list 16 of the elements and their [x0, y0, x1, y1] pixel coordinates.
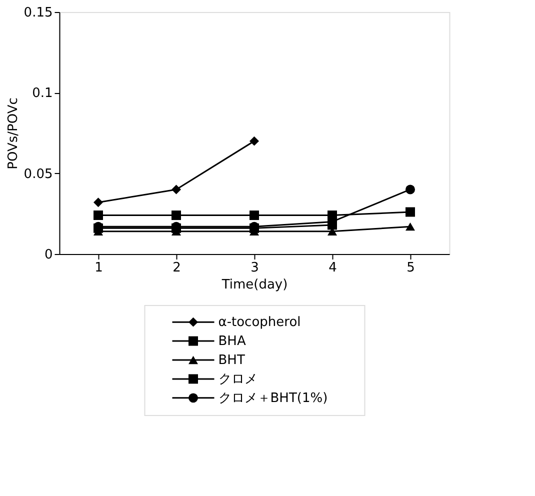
legend-label: α-tocopherol [218, 315, 301, 330]
y-tick-label: 0.05 [24, 166, 53, 182]
x-tick-label: 4 [328, 260, 337, 276]
x-axis-title: Time(day) [220, 278, 288, 292]
x-tick-label: 2 [172, 260, 181, 276]
x-tick-label: 3 [250, 260, 259, 276]
legend-label: BHA [218, 334, 246, 350]
x-tick-label: 5 [406, 260, 415, 276]
x-tick-label: 1 [94, 260, 103, 276]
y-tick-label: 0.1 [32, 86, 53, 102]
legend-label: BHT [218, 353, 245, 368]
y-tick-label: 0.15 [24, 6, 53, 20]
legend-label: クロメ＋BHT(1%) [218, 390, 328, 406]
legend-label: クロメ [218, 372, 258, 387]
y-tick-label: 0 [44, 248, 53, 262]
y-axis-title: POVs/POVc [6, 98, 21, 170]
